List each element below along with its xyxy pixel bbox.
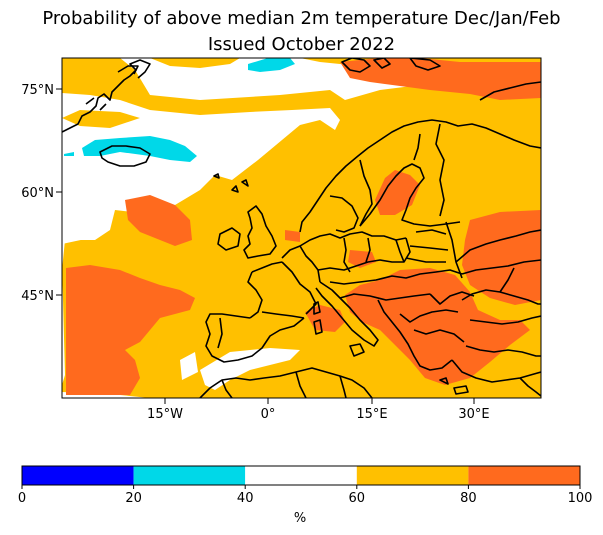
colorbar-tick-label: 0	[18, 491, 26, 506]
lat-tick-label: 75°N	[21, 83, 54, 98]
probability-80-100-region	[66, 58, 541, 395]
map-frame	[61, 57, 542, 399]
colorbar: 0 20 40 60 80 100	[18, 465, 593, 506]
probability-20-40-region	[64, 58, 295, 162]
colorbar-segment	[22, 466, 134, 485]
map-subtitle: Issued October 2022	[207, 34, 396, 55]
lat-tick-label: 45°N	[21, 289, 54, 304]
map-title: Probability of above median 2m temperatu…	[42, 8, 561, 29]
lat-tick-label: 60°N	[21, 186, 54, 201]
colorbar-segment	[245, 466, 357, 485]
colorbar-tick-label: 60	[349, 491, 366, 506]
colorbar-frame	[21, 465, 581, 486]
lon-tick-label: 30°E	[458, 407, 489, 422]
lon-tick-label: 15°E	[356, 407, 387, 422]
colorbar-tick-label: 40	[237, 491, 254, 506]
colorbar-unit-label: %	[294, 511, 306, 526]
coastlines-and-borders	[62, 58, 541, 398]
colorbar-tick-label: 80	[460, 491, 477, 506]
colorbar-tick-label: 20	[125, 491, 142, 506]
latitude-ticks	[56, 88, 62, 296]
map-area	[62, 58, 541, 398]
colorbar-tick-label: 100	[568, 491, 593, 506]
lon-tick-label: 0°	[261, 407, 276, 422]
colorbar-segment	[356, 466, 469, 485]
longitude-ticks	[164, 398, 475, 404]
lon-tick-label: 15°W	[147, 407, 183, 422]
colorbar-segment	[133, 466, 246, 485]
colorbar-segment	[468, 466, 580, 485]
